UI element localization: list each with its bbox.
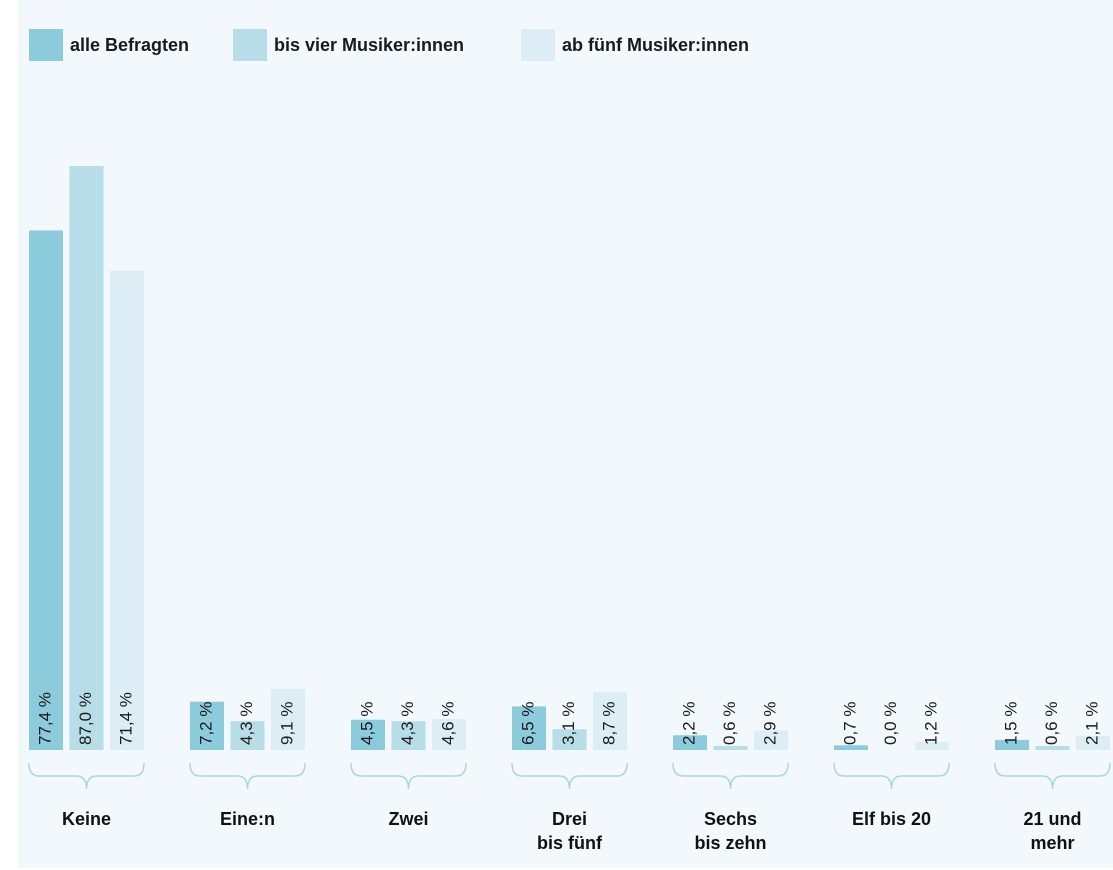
bar bbox=[110, 270, 144, 750]
bar bbox=[29, 230, 63, 750]
bar bbox=[552, 729, 587, 750]
value-label: 4,3 % bbox=[237, 702, 256, 745]
value-label: 1,5 % bbox=[1001, 702, 1020, 745]
bar bbox=[271, 688, 305, 750]
bar bbox=[391, 721, 426, 750]
value-label: 9,1 % bbox=[277, 702, 296, 745]
value-label: 2,1 % bbox=[1082, 702, 1101, 745]
x-tick-label: Eine:n bbox=[219, 809, 275, 829]
brace bbox=[672, 762, 789, 790]
legend-label: alle Befragten bbox=[70, 35, 189, 55]
x-tick-label: Drei bis fünf bbox=[537, 809, 602, 853]
value-label: 3,1 % bbox=[559, 702, 578, 745]
bar bbox=[673, 735, 707, 750]
value-label: 4,6 % bbox=[438, 702, 457, 745]
legend-label: ab fünf Musiker:innen bbox=[562, 35, 749, 55]
x-tick-label: 21 und mehr bbox=[1023, 809, 1082, 853]
bar bbox=[190, 701, 224, 750]
brace bbox=[189, 762, 306, 790]
legend-swatch bbox=[29, 29, 63, 61]
value-label: 4,3 % bbox=[398, 702, 417, 745]
legend-swatch bbox=[233, 29, 267, 61]
bar bbox=[754, 730, 788, 750]
bar bbox=[351, 719, 385, 750]
value-label: 8,7 % bbox=[599, 702, 618, 745]
bar bbox=[713, 745, 748, 750]
x-tick-label: Keine bbox=[61, 809, 112, 829]
value-label: 7,2 % bbox=[196, 702, 215, 745]
brace bbox=[28, 762, 145, 790]
bar bbox=[432, 719, 466, 750]
legend-swatch bbox=[521, 29, 555, 61]
value-label: 0,0 % bbox=[881, 702, 900, 745]
bar bbox=[230, 721, 265, 750]
bar bbox=[915, 741, 949, 750]
x-tick-label: Elf bis 20 bbox=[851, 809, 932, 829]
legend-label: bis vier Musiker:innen bbox=[274, 35, 464, 55]
value-label: 71,4 % bbox=[116, 692, 135, 745]
value-label: 87,0 % bbox=[76, 692, 95, 745]
value-label: 6,5 % bbox=[518, 702, 537, 745]
bar bbox=[834, 745, 868, 750]
value-label: 0,6 % bbox=[1042, 702, 1061, 745]
value-label: 2,2 % bbox=[679, 702, 698, 745]
brace bbox=[350, 762, 467, 790]
brace bbox=[994, 762, 1111, 790]
bar bbox=[995, 739, 1029, 750]
brace bbox=[511, 762, 628, 790]
value-label: 2,9 % bbox=[760, 702, 779, 745]
bar bbox=[593, 691, 627, 750]
value-label: 4,5 % bbox=[357, 702, 376, 745]
value-label: 0,6 % bbox=[720, 702, 739, 745]
brace bbox=[833, 762, 950, 790]
x-tick-label: Zwei bbox=[388, 809, 429, 829]
bar bbox=[69, 166, 104, 750]
bar bbox=[512, 706, 546, 750]
value-label: 1,2 % bbox=[921, 702, 940, 745]
bar bbox=[1076, 735, 1110, 750]
value-label: 77,4 % bbox=[35, 692, 54, 745]
bar bbox=[1035, 745, 1070, 750]
value-label: 0,7 % bbox=[840, 702, 859, 745]
x-tick-label: Sechs bis zehn bbox=[694, 809, 767, 853]
